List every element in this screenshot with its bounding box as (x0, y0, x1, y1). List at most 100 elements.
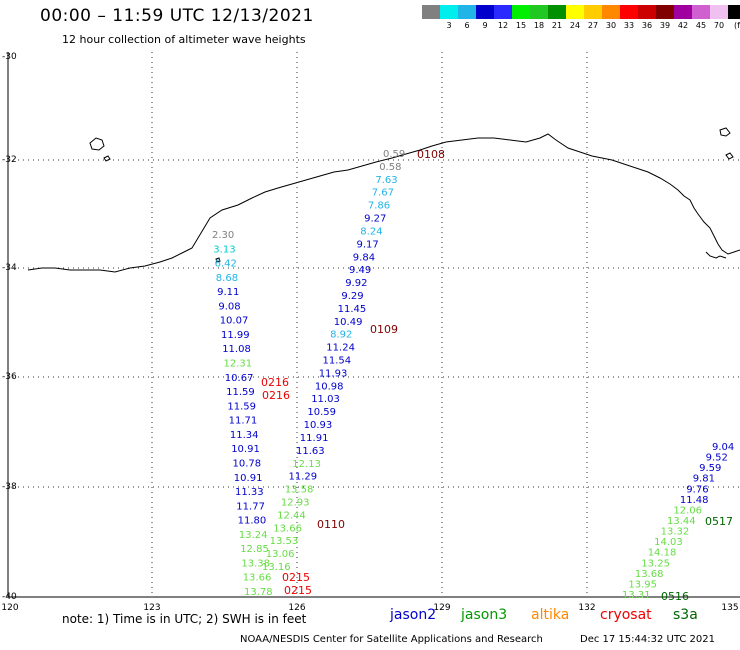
wave-height-value: 9.11 (217, 287, 239, 298)
wave-height-value: 12.93 (281, 498, 310, 509)
lat-tick-label: -32 (2, 155, 17, 165)
wave-height-value: 13.38 (241, 558, 270, 569)
pass-time-label: 0516 (661, 590, 689, 603)
lon-tick-label: 129 (433, 603, 451, 613)
wave-height-value: 11.63 (296, 446, 325, 457)
wave-height-value: 11.24 (326, 343, 355, 354)
coastline (27, 133, 740, 273)
island-recherche (89, 137, 105, 151)
island-small-2 (725, 152, 734, 160)
wave-height-value: 11.77 (236, 501, 265, 512)
page-subtitle: 12 hour collection of altimeter wave hei… (62, 33, 306, 46)
wave-height-value: 14.18 (648, 548, 677, 559)
satellite-label-cryosat: cryosat (600, 607, 652, 623)
wave-height-value: 9.59 (699, 463, 721, 474)
wave-height-value: 11.71 (229, 416, 258, 427)
wave-height-value: 13.53 (270, 536, 299, 547)
wave-height-value: 9.49 (349, 265, 371, 276)
wave-height-value: 13.32 (661, 527, 690, 538)
legend-swatch (674, 5, 692, 19)
wave-height-value: 13.95 (628, 579, 657, 590)
legend-swatch (458, 5, 476, 19)
lat-tick-label: -36 (2, 372, 17, 382)
wave-height-value: 10.91 (234, 473, 263, 484)
wave-height-value: 11.34 (230, 430, 259, 441)
footer-credit: NOAA/NESDIS Center for Satellite Applica… (240, 634, 543, 645)
wave-height-value: 9.76 (686, 484, 708, 495)
wave-height-value: 14.03 (654, 537, 683, 548)
wave-height-value: 13.24 (239, 530, 268, 541)
wave-height-value: 9.29 (341, 291, 363, 302)
satellite-label-jason3: jason3 (461, 607, 508, 623)
legend-tick-label: 18 (533, 21, 545, 30)
wave-height-value: 10.49 (334, 317, 363, 328)
legend-tick-label: 9 (482, 21, 488, 30)
pass-time-label: 0215 (284, 584, 312, 597)
wave-height-value: 10.59 (307, 407, 336, 418)
legend-tick-label: 12 (497, 21, 509, 30)
wave-height-value: 11.99 (221, 330, 250, 341)
wave-height-value: 12.85 (240, 544, 269, 555)
wave-height-value: 9.17 (357, 239, 379, 250)
wave-height-value: 9.81 (693, 474, 715, 485)
wave-height-value: 2.30 (212, 230, 234, 241)
wave-height-value: 13.06 (266, 549, 295, 560)
wave-height-value: 11.29 (289, 472, 318, 483)
pass-time-label: 0108 (417, 148, 445, 161)
wave-height-value: 13.44 (667, 516, 696, 527)
wave-height-value: 8.24 (360, 226, 382, 237)
legend-swatch (710, 5, 728, 19)
lon-tick-label: 135 (721, 603, 739, 613)
legend-tick-label: 3 (446, 21, 452, 30)
wave-height-value: 11.08 (222, 344, 251, 355)
legend-swatch (728, 5, 740, 19)
altimeter-track-0108: 0.59 0.58 7.63 7.67 7.86 9.278.24 9.17 9.84 9.49… (262, 149, 405, 573)
wave-height-value: 11.93 (319, 368, 348, 379)
wave-height-value: 10.07 (220, 316, 249, 327)
wave-height-value: 12.31 (224, 359, 253, 370)
satellite-label-jason2: jason2 (390, 607, 437, 623)
wave-height-value: 13.25 (641, 558, 670, 569)
wave-height-value: 13.31 (622, 590, 651, 601)
legend-tick-label: 15 (515, 21, 527, 30)
wave-height-value: 10.78 (233, 459, 262, 470)
wave-height-value: 11.45 (338, 304, 367, 315)
wave-height-value: 9.04 (712, 442, 734, 453)
wave-height-value: 9.52 (706, 453, 728, 464)
island-kangaroo (719, 127, 731, 137)
legend-swatch (530, 5, 548, 19)
page-title: 00:00 – 11:59 UTC 12/13/2021 (40, 6, 314, 26)
legend-swatch (548, 5, 566, 19)
wave-height-value: 6.42 (215, 259, 237, 270)
lon-tick-label: 132 (578, 603, 596, 613)
legend-swatch (602, 5, 620, 19)
legend-tick-label: 45 (695, 21, 707, 30)
wave-height-value: 10.98 (315, 381, 344, 392)
legend-tick-label: 6 (464, 21, 470, 30)
wave-height-value: 11.03 (311, 394, 340, 405)
wave-height-value: 13.66 (243, 573, 272, 584)
wave-height-value: 13.68 (635, 569, 664, 580)
wave-height-value: 12.44 (277, 510, 306, 521)
lat-tick-label: -38 (2, 482, 17, 492)
wave-height-value: 3.13 (213, 244, 235, 255)
lon-tick-label: 123 (143, 603, 161, 613)
wave-height-value: 10.67 (225, 373, 254, 384)
wave-height-value: 13.58 (285, 485, 314, 496)
legend-unit: (ft) (733, 21, 740, 30)
wave-height-value: 13.16 (262, 562, 291, 573)
wave-height-value: 11.54 (323, 356, 352, 367)
wave-height-value: 7.86 (368, 201, 390, 212)
pass-time-label: 0216 (262, 389, 290, 402)
wave-height-value: 13.78 (244, 587, 273, 598)
legend-swatch (494, 5, 512, 19)
lon-tick-label: 120 (1, 603, 19, 613)
wave-height-value: 12.06 (673, 505, 702, 516)
legend-swatch (656, 5, 674, 19)
altimeter-track-0517: 9.049.529.599.819.7611.4812.0613.4413.32… (622, 442, 734, 601)
wave-height-value: 9.08 (218, 301, 240, 312)
legend-swatch (476, 5, 494, 19)
